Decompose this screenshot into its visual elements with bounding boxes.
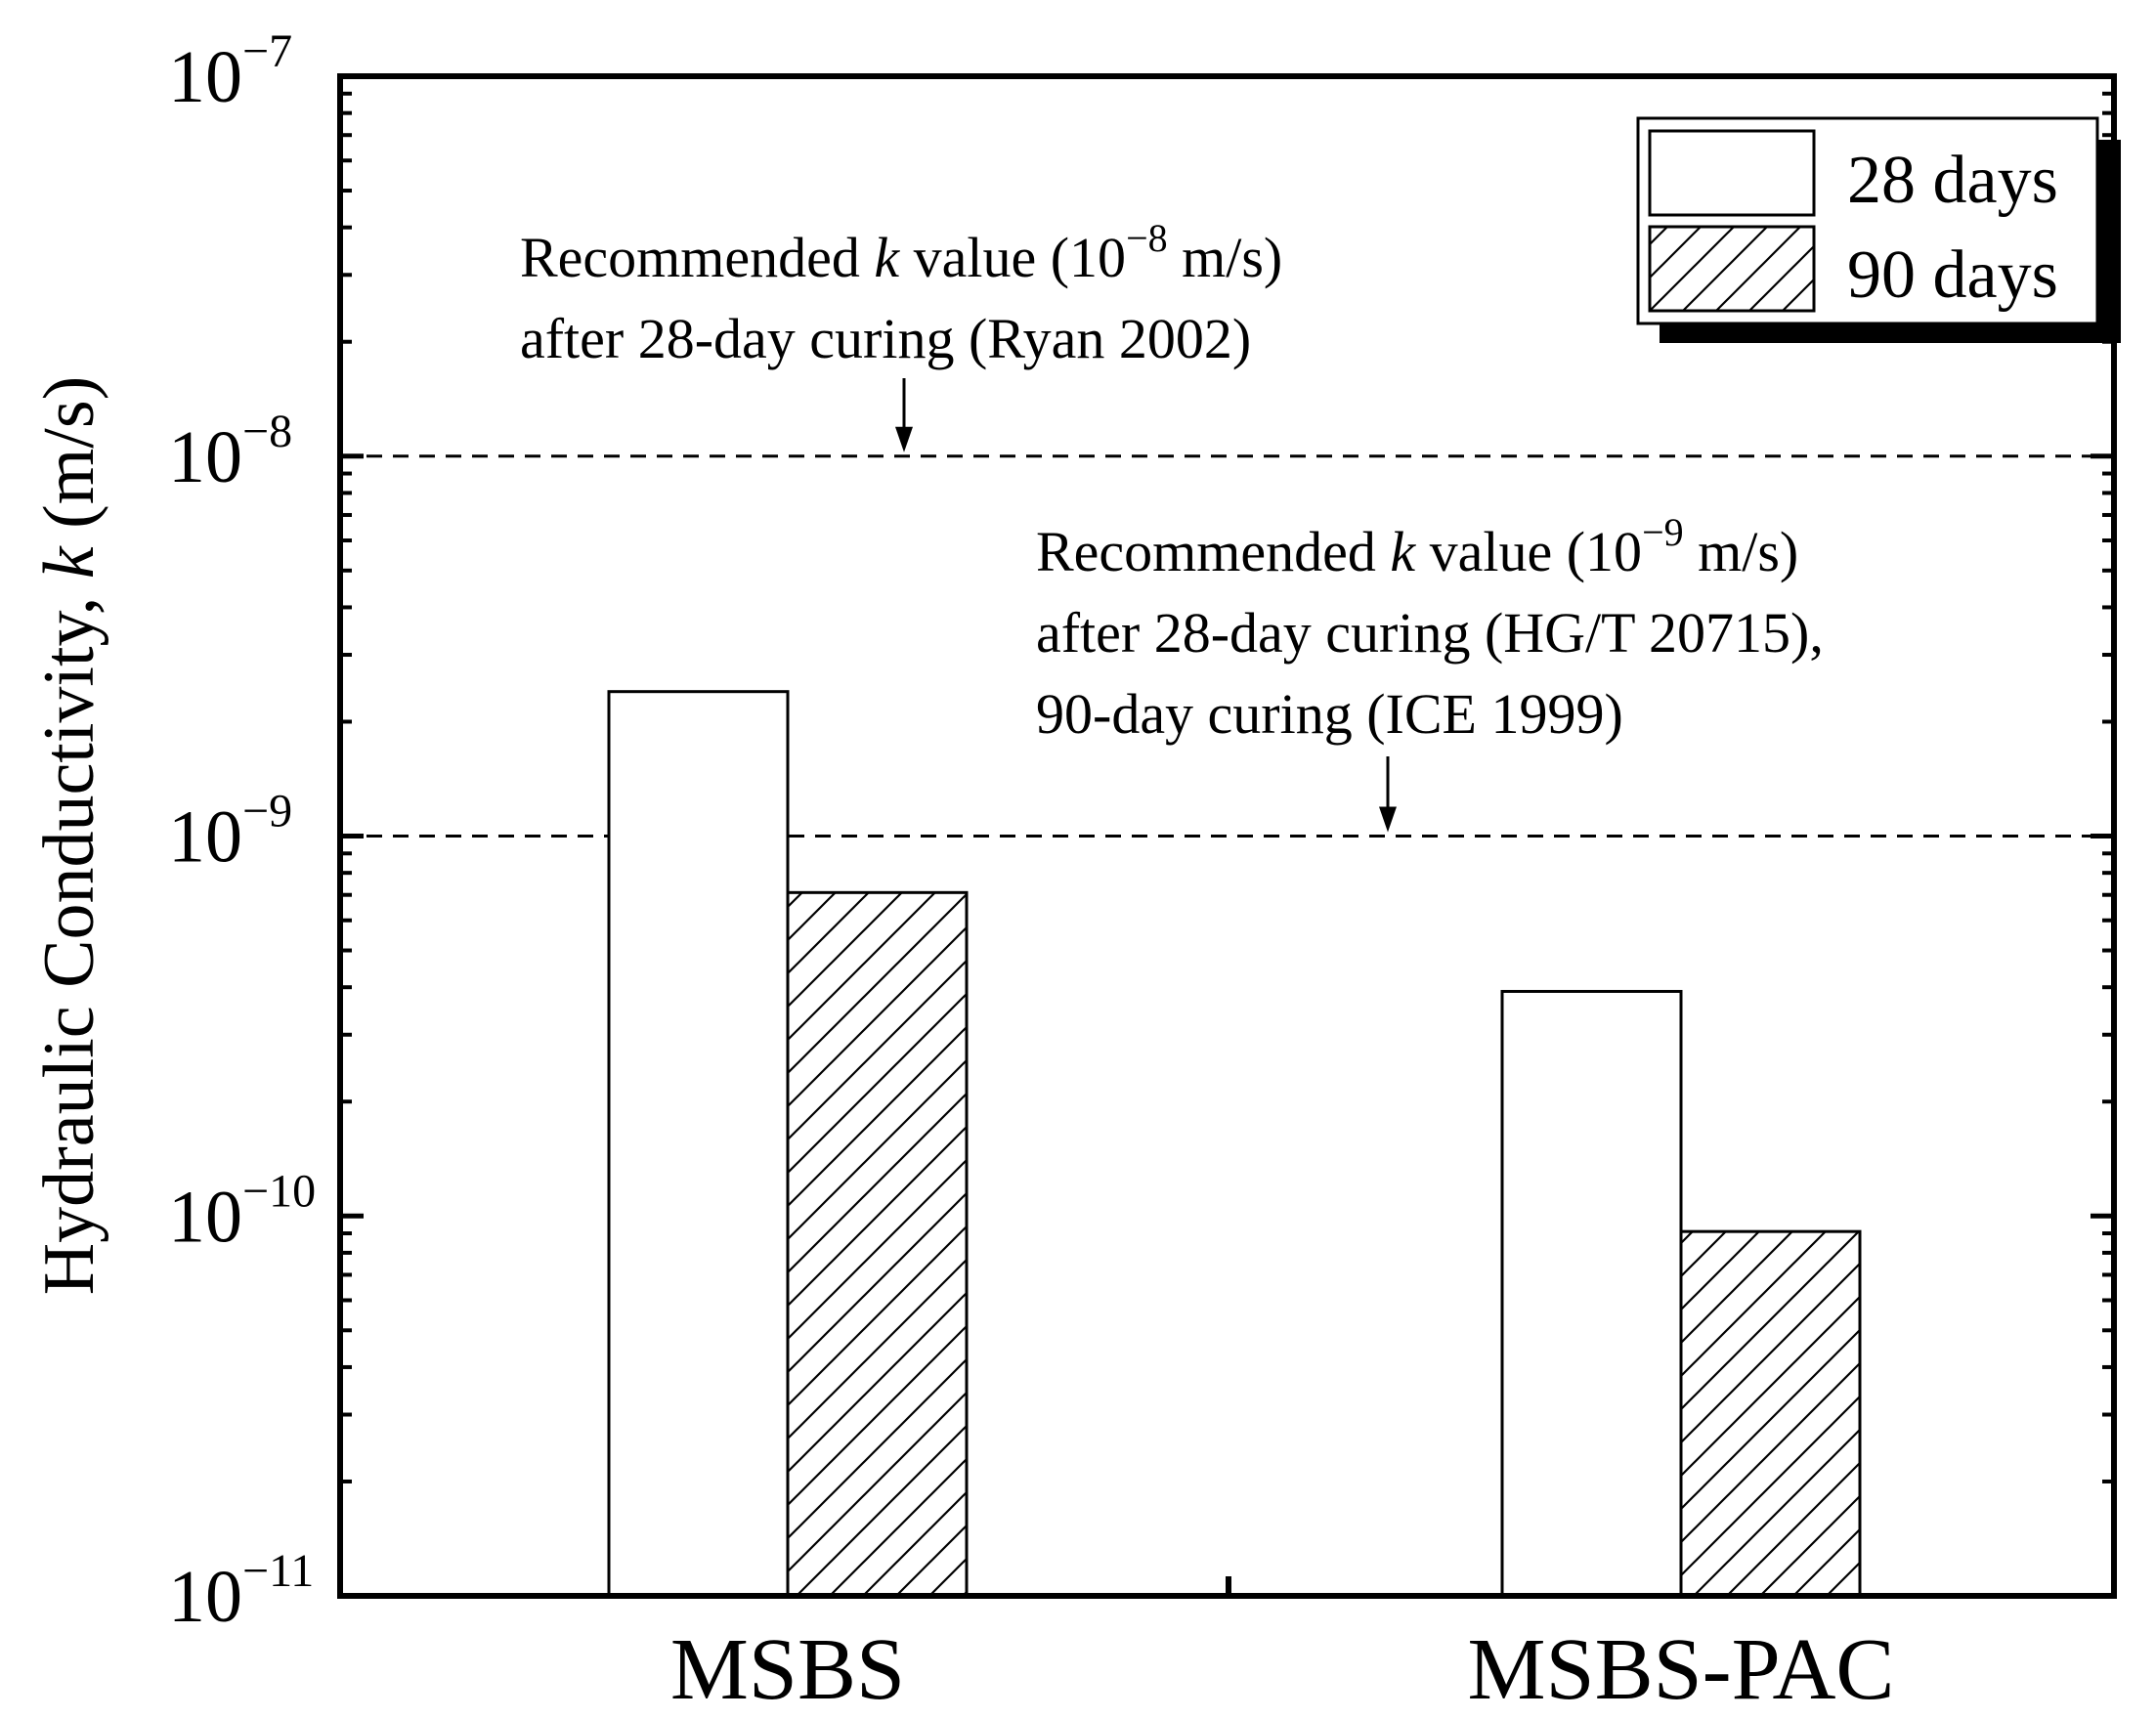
y-tick-label: 10−11 (168, 1545, 314, 1638)
annotation-2-line-2: after 28-day curing (HG/T 20715), (1036, 601, 1824, 665)
bar-msbs-90-days (786, 890, 969, 1598)
legend-swatch-90-days (1648, 225, 1816, 313)
bar-msbs-28-days (607, 690, 790, 1598)
legend-label-90-days: 90 days (1847, 237, 2058, 313)
annotation-arrowhead-2 (1379, 806, 1397, 833)
annotation-2-line-3: 90-day curing (ICE 1999) (1036, 682, 1623, 746)
x-category-label: MSBS-PAC (1468, 1621, 1895, 1718)
annotation-2-line-1: Recommended k value (10−9 m/s) (1036, 510, 1798, 583)
legend-swatch-28-days (1648, 129, 1816, 217)
annotation-1-line-1: Recommended k value (10−8 m/s) (520, 216, 1282, 289)
bar-msbs-pac-90-days (1679, 1229, 1862, 1598)
legend: 28 days 90 days (1636, 116, 2121, 343)
annotation-arrowhead-1 (895, 426, 913, 452)
annotation-1-line-2: after 28-day curing (Ryan 2002) (520, 307, 1251, 370)
y-tick-label: 10−9 (168, 786, 292, 879)
y-tick-label: 10−8 (168, 406, 292, 498)
y-tick-label: 10−10 (168, 1165, 316, 1258)
y-axis-title: Hydraulic Conductivity, k (m/s) (29, 376, 109, 1296)
legend-label-28-days: 28 days (1847, 143, 2058, 218)
bar-msbs-pac-28-days (1500, 989, 1683, 1598)
y-tick-label: 10−7 (168, 25, 292, 118)
x-category-label: MSBS (670, 1621, 905, 1718)
